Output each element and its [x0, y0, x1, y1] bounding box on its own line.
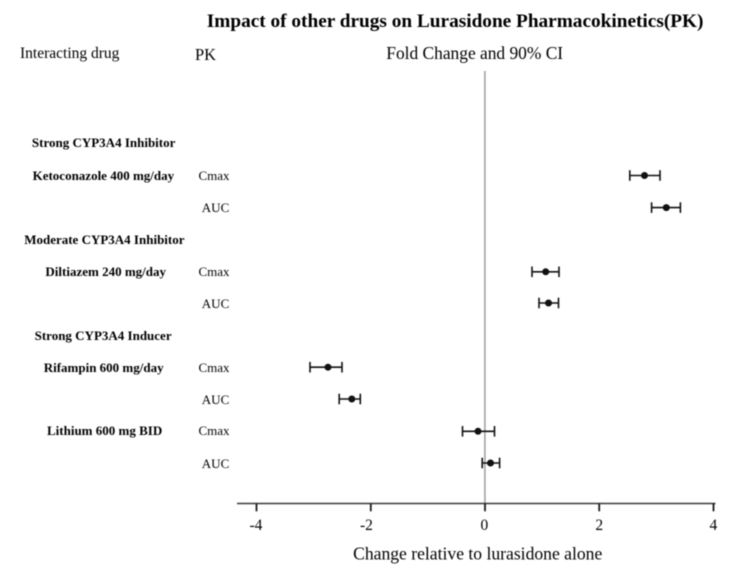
svg-text:4: 4 — [710, 517, 718, 534]
svg-text:-2: -2 — [360, 517, 373, 534]
svg-text:0: 0 — [481, 517, 489, 534]
svg-text:Change relative to lurasidone: Change relative to lurasidone alone — [353, 544, 602, 564]
svg-text:-4: -4 — [249, 517, 262, 534]
svg-text:2: 2 — [595, 517, 603, 534]
